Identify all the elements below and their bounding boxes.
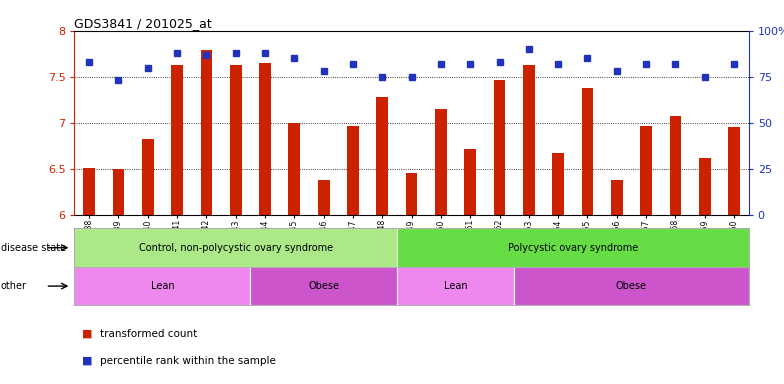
Bar [670, 116, 681, 215]
Bar [318, 180, 329, 215]
Bar [347, 126, 359, 215]
Bar [514, 267, 749, 305]
Bar [552, 153, 564, 215]
Bar [464, 149, 476, 215]
Bar [523, 65, 535, 215]
Bar [83, 168, 95, 215]
Bar [728, 127, 740, 215]
Text: Polycystic ovary syndrome: Polycystic ovary syndrome [508, 243, 638, 253]
Text: ■: ■ [82, 329, 93, 339]
Bar [260, 63, 271, 215]
Bar [201, 50, 212, 215]
Bar [250, 267, 397, 305]
Text: Lean: Lean [151, 281, 174, 291]
Bar [699, 158, 710, 215]
Bar [376, 97, 388, 215]
Text: Obese: Obese [616, 281, 647, 291]
Bar [74, 228, 397, 267]
Text: disease state: disease state [1, 243, 66, 253]
Bar [289, 123, 300, 215]
Bar [611, 180, 622, 215]
Bar [113, 169, 125, 215]
Text: ■: ■ [82, 356, 93, 366]
Text: percentile rank within the sample: percentile rank within the sample [100, 356, 275, 366]
Bar [397, 228, 749, 267]
Bar [641, 126, 652, 215]
Bar [494, 81, 506, 215]
Text: Control, non-polycystic ovary syndrome: Control, non-polycystic ovary syndrome [139, 243, 332, 253]
Text: Obese: Obese [308, 281, 339, 291]
Text: Lean: Lean [444, 281, 467, 291]
Bar [142, 139, 154, 215]
Bar [230, 65, 241, 215]
Bar [582, 88, 593, 215]
Bar [435, 109, 447, 215]
Text: transformed count: transformed count [100, 329, 197, 339]
Bar [74, 267, 250, 305]
Bar [397, 267, 514, 305]
Text: GDS3841 / 201025_at: GDS3841 / 201025_at [74, 17, 212, 30]
Bar [406, 173, 417, 215]
Text: other: other [1, 281, 27, 291]
Bar [171, 65, 183, 215]
